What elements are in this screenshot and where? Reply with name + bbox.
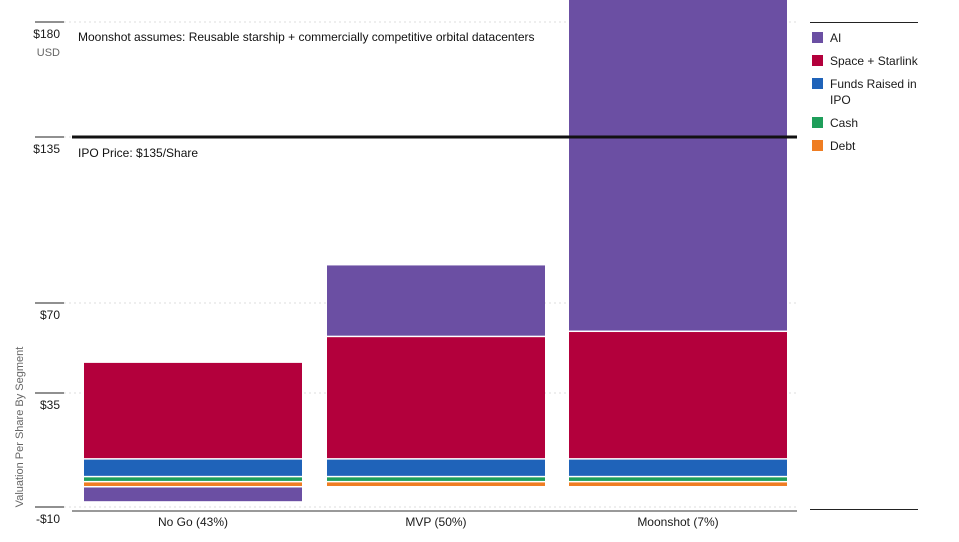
- y-axis-label: Valuation Per Share By Segment: [14, 347, 26, 508]
- y-tick-label: $70: [40, 308, 60, 322]
- bar-segment-cash: [327, 477, 545, 481]
- legend-item: Space + Starlink: [812, 53, 918, 69]
- bar-segment-space-starlink: [327, 337, 545, 459]
- unit-label: USD: [37, 47, 60, 59]
- legend-label: Funds Raised in IPO: [830, 77, 917, 107]
- bars: [84, 0, 787, 502]
- category-labels: No Go (43%) MVP (50%) Moonshot (7%): [158, 515, 719, 529]
- legend-swatch: [812, 140, 823, 151]
- legend-item: Debt: [812, 138, 918, 154]
- bar-segment-debt: [327, 482, 545, 486]
- annotation-text: Moonshot assumes: Reusable starship + co…: [78, 30, 535, 44]
- bar-segment-funds-raised-in-ipo: [569, 459, 787, 476]
- bar-segment-debt: [84, 482, 302, 486]
- bar-segment-funds-raised-in-ipo: [84, 459, 302, 476]
- legend-label: Cash: [830, 116, 859, 130]
- legend-item: AI: [812, 30, 918, 46]
- legend-label: AI: [830, 31, 842, 45]
- bar-segment-space-starlink: [569, 332, 787, 459]
- bar-segment-ai: [327, 265, 545, 336]
- legend-swatch: [812, 32, 823, 43]
- y-tick-labels: $180 $135 $70 $35 -$10: [33, 27, 60, 526]
- bar-segment-ai: [569, 0, 787, 331]
- legend-bottom-rule: [810, 509, 918, 510]
- ipo-price-label: IPO Price: $135/Share: [78, 146, 198, 160]
- legend-top-rule: [810, 22, 918, 23]
- bar-segment-funds-raised-in-ipo: [327, 459, 545, 476]
- legend-item: Funds Raised in IPO: [812, 76, 918, 108]
- y-tick-label: $135: [33, 142, 60, 156]
- bar-segment-space-starlink: [84, 362, 302, 459]
- legend-swatch: [812, 55, 823, 66]
- legend-label: Space + Starlink: [830, 54, 918, 68]
- y-tick-label: -$10: [36, 512, 60, 526]
- y-tick-label: $35: [40, 398, 60, 412]
- y-tick-label: $180: [33, 27, 60, 41]
- bar-segment-ai: [84, 487, 302, 502]
- category-label: MVP (50%): [405, 515, 466, 529]
- bar-segment-cash: [569, 477, 787, 481]
- bar-segment-cash: [84, 477, 302, 481]
- legend-swatch: [812, 78, 823, 89]
- category-label: No Go (43%): [158, 515, 228, 529]
- legend-items: AI Space + Starlink Funds Raised in IPO Cas…: [812, 30, 918, 161]
- legend-label: Debt: [830, 139, 856, 153]
- category-label: Moonshot (7%): [637, 515, 718, 529]
- bar-segment-debt: [569, 482, 787, 486]
- legend-swatch: [812, 117, 823, 128]
- legend-item: Cash: [812, 115, 918, 131]
